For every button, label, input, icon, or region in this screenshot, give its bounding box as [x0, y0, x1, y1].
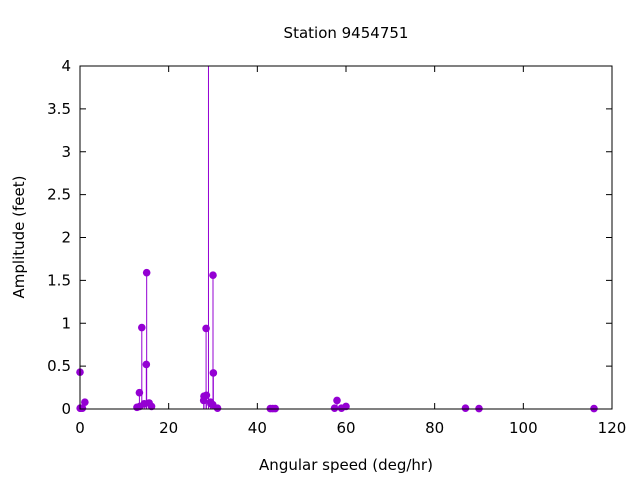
x-tick-label: 40 — [248, 419, 267, 437]
x-tick-label: 0 — [75, 419, 85, 437]
plot-frame — [79, 65, 613, 410]
data-point — [461, 404, 470, 412]
data-point — [342, 402, 350, 411]
y-tick-label: 3.5 — [47, 100, 71, 118]
y-tick-label: 2.5 — [47, 186, 71, 204]
data-point — [209, 369, 218, 377]
y-tick-label: 4 — [61, 57, 71, 75]
data-point — [330, 404, 339, 412]
data-point — [142, 268, 151, 277]
x-tick-label: 80 — [425, 419, 444, 437]
data-point — [333, 396, 341, 405]
y-tick-label: 0 — [61, 400, 71, 418]
data-point — [213, 404, 222, 412]
axes: 0 20 40 60 80 100 120 0 0.5 1 1.5 2 2.5 3 3.5 4 — [47, 57, 626, 437]
chart-title: Station 9454751 — [284, 24, 409, 42]
y-tick-label: 2 — [61, 229, 71, 247]
data-point — [147, 402, 156, 411]
data-point — [138, 323, 146, 332]
data-point — [209, 271, 217, 280]
y-axis-label: Amplitude (feet) — [10, 176, 28, 299]
x-tick-label: 60 — [336, 419, 355, 437]
x-tick-label: 120 — [598, 419, 627, 437]
x-tick-label: 20 — [159, 419, 178, 437]
x-axis-label: Angular speed (deg/hr) — [259, 456, 433, 474]
y-tick-label: 1 — [61, 314, 71, 332]
x-tick-label: 100 — [509, 419, 538, 437]
y-tick-label: 0.5 — [47, 357, 71, 375]
data-point — [78, 404, 87, 412]
y-tick-label: 1.5 — [47, 271, 71, 289]
y-tick-label: 3 — [61, 143, 71, 161]
data-point — [81, 398, 89, 406]
data-marks — [76, 66, 598, 413]
data-point — [202, 391, 211, 400]
